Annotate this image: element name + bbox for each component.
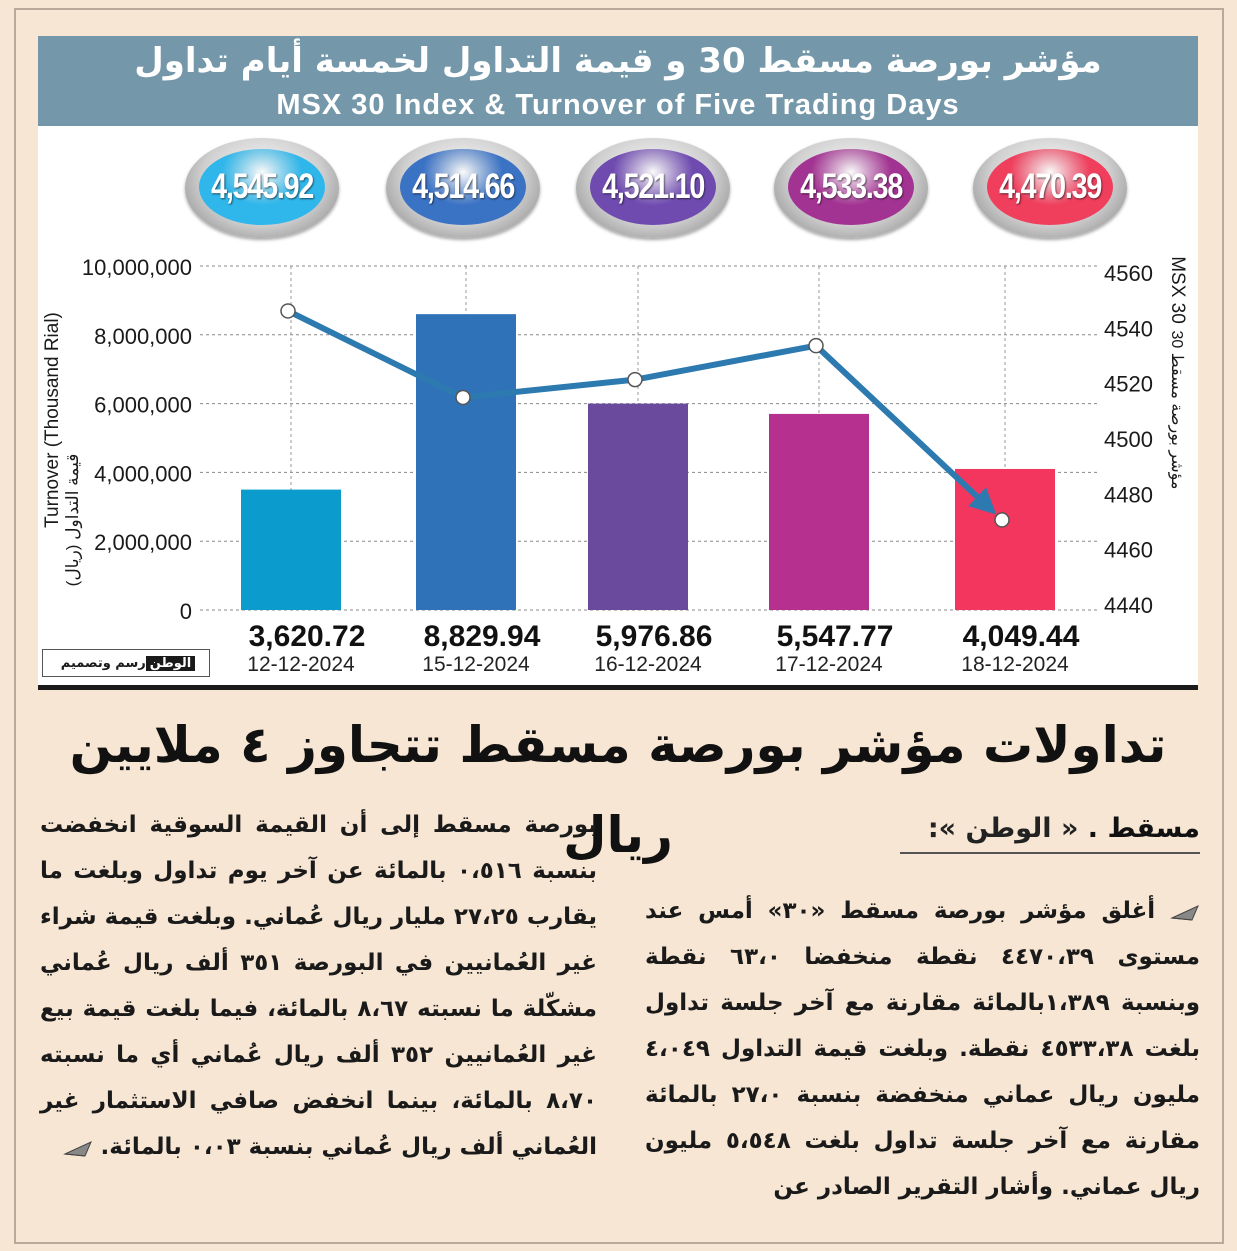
index-value-label: 4,470.39 [999, 167, 1102, 206]
divider [38, 685, 1198, 690]
msx-line-arrowhead [968, 487, 997, 515]
index-bubble: 4,545.92 [185, 138, 339, 238]
article-headline: تداولات مؤشر بورصة مسقط تتجاوز ٤ ملايين … [69, 716, 1167, 864]
credit-badge: الوطن رسم وتصميم [42, 649, 210, 677]
index-value-label: 4,545.92 [211, 167, 314, 206]
turnover-bars [241, 314, 1055, 610]
index-bubble: 4,470.39 [973, 138, 1127, 238]
turnover-bar [241, 489, 341, 610]
turnover-value-label: 4,049.44 [963, 620, 1080, 653]
index-value-label: 4,533.38 [800, 167, 903, 206]
end-icon [62, 1134, 93, 1160]
y-left-tick-label: 2,000,000 [94, 530, 192, 555]
index-value-label: 4,514.66 [412, 167, 515, 206]
article-paragraph-2: بورصة مسقط إلى أن القيمة السوقية انخفضت … [40, 812, 598, 1160]
chart-title-english: MSX 30 Index & Turnover of Five Trading … [276, 89, 960, 121]
msx-point [808, 337, 824, 354]
msx-point [627, 371, 643, 388]
article-column-right: أغلق مؤشر بورصة مسقط «٣٠» أمس عند مستوى … [645, 888, 1200, 1210]
paragraph-icon [1170, 898, 1200, 924]
turnover-bar [416, 314, 516, 610]
turnover-value-label: 8,829.94 [424, 620, 541, 653]
dateline: مسقط . « الوطن »: [900, 806, 1200, 854]
y-left-tick-label: 0 [180, 599, 192, 624]
title-banner [38, 36, 1198, 126]
y-right-axis-title: MSX 30 [1167, 256, 1188, 324]
turnover-value-label: 3,620.72 [249, 620, 366, 653]
dateline-city: مسقط . [1087, 813, 1200, 844]
dateline-brand: « الوطن »: [927, 813, 1079, 844]
date-tick-label: 17-12-2024 [775, 653, 883, 676]
msx-line [280, 303, 1010, 528]
date-tick-label: 18-12-2024 [961, 653, 1069, 676]
index-bubble-fill: 4,514.66 [400, 149, 526, 225]
index-bubble-fill: 4,521.10 [590, 149, 716, 225]
article-paragraph-1: أغلق مؤشر بورصة مسقط «٣٠» أمس عند مستوى … [645, 898, 1201, 1200]
page-frame [14, 8, 1224, 1244]
turnover-value-label: 5,547.77 [777, 620, 894, 653]
index-value-label: 4,521.10 [602, 167, 705, 206]
msx-line-arrow-shaft [813, 343, 980, 499]
credit-brand: الوطن [145, 655, 196, 671]
y-right-tick-label: 4480 [1104, 482, 1153, 507]
credit-label: رسم وتصميم [60, 655, 146, 671]
chart-title-arabic: مؤشر بورصة مسقط 30 و قيمة التداول لخمسة … [134, 41, 1102, 81]
turnover-value-label: 5,976.86 [596, 620, 713, 653]
y-right-tick-label: 4460 [1104, 538, 1153, 563]
y-left-tick-label: 4,000,000 [94, 461, 192, 486]
bar-labels: 3,620.72 8,829.94 5,976.86 5,547.77 4,049.44… [247, 620, 1079, 676]
y-right-axis-title-arabic: مؤشر بورصة مسقط 30 [1168, 331, 1185, 490]
y-right-tick-label: 4440 [1104, 593, 1153, 618]
y-left-tick-label: 10,000,000 [82, 255, 192, 280]
index-bubble-fill: 4,533.38 [788, 149, 914, 225]
y-left-axis-title: Turnover (Thousand Rial) [42, 312, 63, 528]
index-bubble: 4,514.66 [386, 138, 540, 238]
msx-line-path [286, 308, 817, 401]
index-bubble: 4,533.38 [774, 138, 928, 238]
y-left-axis-title-arabic: قيمة التداول (ريال) [63, 454, 83, 587]
date-tick-label: 15-12-2024 [422, 653, 530, 676]
axes: 0 2,000,000 4,000,000 6,000,000 8,000,000 10,… [42, 255, 1188, 624]
chart-plot: 0 2,000,000 4,000,000 6,000,000 8,000,000 10,… [42, 255, 1188, 676]
turnover-bar [588, 403, 688, 610]
turnover-bar [769, 413, 869, 610]
msx-point [455, 389, 471, 406]
index-bubble-fill: 4,545.92 [199, 149, 325, 225]
y-right-tick-label: 4540 [1104, 316, 1153, 341]
date-tick-label: 16-12-2024 [594, 653, 702, 676]
y-left-tick-label: 8,000,000 [94, 324, 192, 349]
y-left-tick-label: 6,000,000 [94, 393, 192, 418]
y-right-tick-label: 4520 [1104, 372, 1153, 397]
msx-point [280, 303, 296, 319]
y-right-tick-label: 4560 [1104, 261, 1153, 286]
article-column-left: بورصة مسقط إلى أن القيمة السوقية انخفضت … [40, 802, 597, 1170]
date-tick-label: 12-12-2024 [247, 653, 355, 676]
index-bubble: 4,521.10 [576, 138, 730, 238]
y-right-tick-label: 4500 [1104, 427, 1153, 452]
index-bubble-fill: 4,470.39 [987, 149, 1113, 225]
msx-point [994, 512, 1010, 528]
